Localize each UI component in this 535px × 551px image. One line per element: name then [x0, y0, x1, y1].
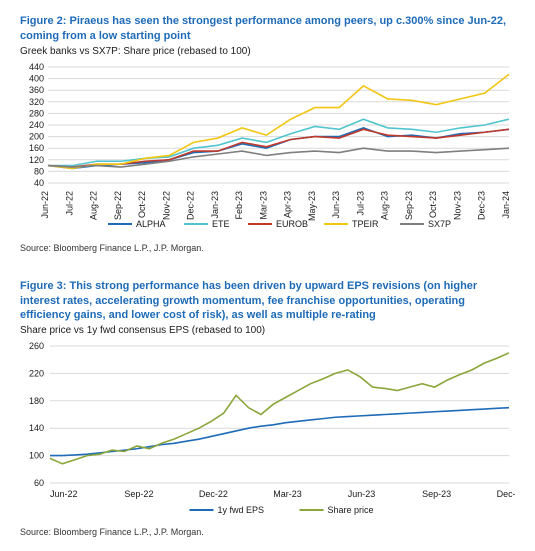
svg-text:60: 60: [34, 478, 44, 488]
svg-text:Nov-22: Nov-22: [161, 191, 171, 220]
svg-text:360: 360: [29, 85, 44, 95]
svg-text:Sep-22: Sep-22: [113, 191, 123, 220]
fig2-source: Source: Bloomberg Finance L.P., J.P. Mor…: [20, 243, 515, 253]
svg-text:Jun-22: Jun-22: [50, 489, 78, 499]
svg-text:Nov-23: Nov-23: [452, 191, 462, 220]
svg-text:Share price: Share price: [328, 505, 374, 515]
svg-text:240: 240: [29, 120, 44, 130]
svg-text:Sep-23: Sep-23: [422, 489, 451, 499]
svg-text:Jun-22: Jun-22: [40, 191, 50, 219]
svg-text:Dec-23: Dec-23: [477, 191, 487, 220]
svg-text:EUROB: EUROB: [276, 219, 308, 229]
svg-text:Sep-23: Sep-23: [404, 191, 414, 220]
svg-text:Dec-22: Dec-22: [186, 191, 196, 220]
svg-text:220: 220: [29, 369, 44, 379]
fig2-chart: 40 80 120160 200240 280 320360 400440 Jun-22 Jul…: [20, 63, 515, 233]
svg-text:Oct-23: Oct-23: [428, 191, 438, 218]
svg-text:Feb-23: Feb-23: [234, 191, 244, 220]
svg-text:40: 40: [34, 178, 44, 188]
svg-text:400: 400: [29, 73, 44, 83]
fig3-subtitle: Share price vs 1y fwd consensus EPS (reb…: [20, 325, 515, 336]
svg-text:May-23: May-23: [307, 191, 317, 221]
svg-text:Jul-23: Jul-23: [355, 191, 365, 216]
svg-text:Mar-23: Mar-23: [273, 489, 302, 499]
fig3-title: Figure 3: This strong performance has be…: [20, 279, 515, 324]
svg-text:280: 280: [29, 108, 44, 118]
svg-text:100: 100: [29, 451, 44, 461]
svg-text:Dec-23: Dec-23: [497, 489, 515, 499]
svg-text:Jun-23: Jun-23: [331, 191, 341, 219]
svg-text:Jun-23: Jun-23: [348, 489, 376, 499]
svg-text:Jul-22: Jul-22: [64, 191, 74, 216]
svg-text:200: 200: [29, 131, 44, 141]
svg-text:Oct-22: Oct-22: [137, 191, 147, 218]
svg-text:320: 320: [29, 96, 44, 106]
fig3-chart: 60 100 140 180 220 260 Jun-22 Sep-22 Dec-22 Mar-2…: [20, 342, 515, 517]
svg-text:Aug-22: Aug-22: [89, 191, 99, 220]
fig2-title: Figure 2: Piraeus has seen the strongest…: [20, 14, 515, 44]
svg-text:140: 140: [29, 423, 44, 433]
svg-text:Aug-23: Aug-23: [380, 191, 390, 220]
svg-text:1y fwd EPS: 1y fwd EPS: [218, 505, 265, 515]
svg-text:ETE: ETE: [212, 219, 230, 229]
svg-text:160: 160: [29, 143, 44, 153]
svg-text:SX7P: SX7P: [428, 219, 451, 229]
svg-text:440: 440: [29, 63, 44, 72]
svg-text:180: 180: [29, 396, 44, 406]
svg-text:Jan-23: Jan-23: [210, 191, 220, 219]
svg-text:Jan-24: Jan-24: [501, 191, 511, 219]
fig3-source: Source: Bloomberg Finance L.P., J.P. Mor…: [20, 527, 515, 537]
svg-text:Sep-22: Sep-22: [124, 489, 153, 499]
svg-text:120: 120: [29, 154, 44, 164]
svg-text:260: 260: [29, 342, 44, 351]
fig2-subtitle: Greek banks vs SX7P: Share price (rebase…: [20, 46, 515, 57]
svg-text:Apr-23: Apr-23: [283, 191, 293, 218]
svg-text:Dec-22: Dec-22: [199, 489, 228, 499]
svg-text:ALPHA: ALPHA: [136, 219, 166, 229]
svg-text:80: 80: [34, 166, 44, 176]
svg-text:TPEIR: TPEIR: [352, 219, 379, 229]
svg-text:Mar-23: Mar-23: [258, 191, 268, 220]
